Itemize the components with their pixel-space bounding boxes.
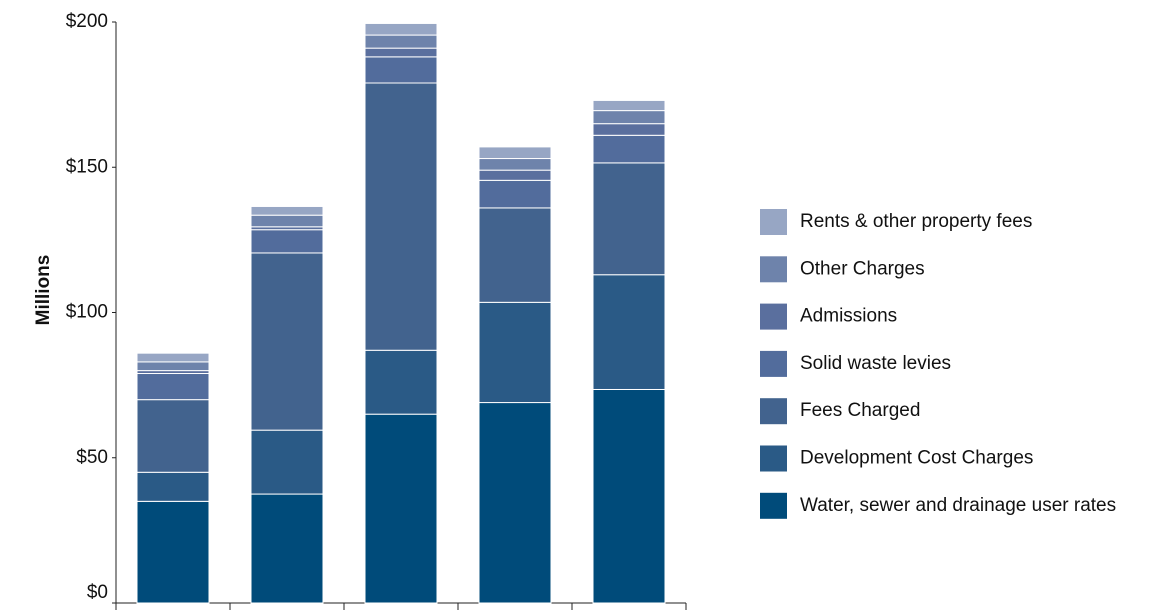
y-tick-label: $50 <box>76 447 108 468</box>
bar-segment <box>250 229 324 254</box>
y-tick-label: $150 <box>66 156 108 177</box>
bar-segment <box>592 134 666 164</box>
bar-segment <box>478 301 552 404</box>
bar-segment <box>364 349 438 415</box>
bar-segment <box>136 500 210 604</box>
bar-segment <box>592 99 666 112</box>
bar-segment <box>250 252 324 431</box>
bar-segment <box>478 402 552 604</box>
bar-segment <box>364 413 438 604</box>
y-tick-label: $0 <box>87 582 108 603</box>
legend-swatch <box>760 445 787 472</box>
bar-segment <box>592 274 666 390</box>
legend-label: Development Cost Charges <box>800 448 1033 469</box>
y-axis-label: Millions <box>33 255 54 326</box>
bar-segment <box>478 179 552 209</box>
bar-segment <box>136 399 210 473</box>
legend-label: Solid waste levies <box>800 353 951 374</box>
legend-label: Other Charges <box>800 258 925 279</box>
legend-label: Admissions <box>800 306 897 327</box>
bar-segment <box>592 110 666 125</box>
legend-label: Water, sewer and drainage user rates <box>800 495 1116 516</box>
bar-segment <box>136 471 210 502</box>
legend-swatch <box>760 398 787 425</box>
bar-segment <box>364 47 438 58</box>
bar-segment <box>478 158 552 171</box>
legend-swatch <box>760 350 787 377</box>
bar-segment <box>250 429 324 495</box>
bar-segment <box>136 373 210 401</box>
y-tick-label: $200 <box>66 11 108 32</box>
legend-label: Rents & other property fees <box>800 211 1032 232</box>
legend-label: Fees Charged <box>800 400 920 421</box>
bar-segment <box>592 162 666 276</box>
bar-segment <box>136 361 210 372</box>
bar-segment <box>364 34 438 49</box>
legend-swatch <box>760 209 787 235</box>
legend-swatch <box>760 492 787 519</box>
bar-segment <box>364 56 438 84</box>
bar-segment <box>478 146 552 160</box>
bar-segment <box>250 205 324 216</box>
bar-segment <box>364 22 438 36</box>
y-tick-label: $100 <box>66 302 108 323</box>
legend-swatch <box>760 256 787 283</box>
bar-segment <box>592 388 666 604</box>
bar-segment <box>478 169 552 181</box>
bar-segment <box>136 352 210 363</box>
legend-swatch <box>760 303 787 330</box>
bar-segment <box>250 493 324 604</box>
bar-segment <box>250 214 324 228</box>
bar-segment <box>364 82 438 351</box>
bar-segment <box>478 207 552 303</box>
bar-segment <box>592 123 666 136</box>
